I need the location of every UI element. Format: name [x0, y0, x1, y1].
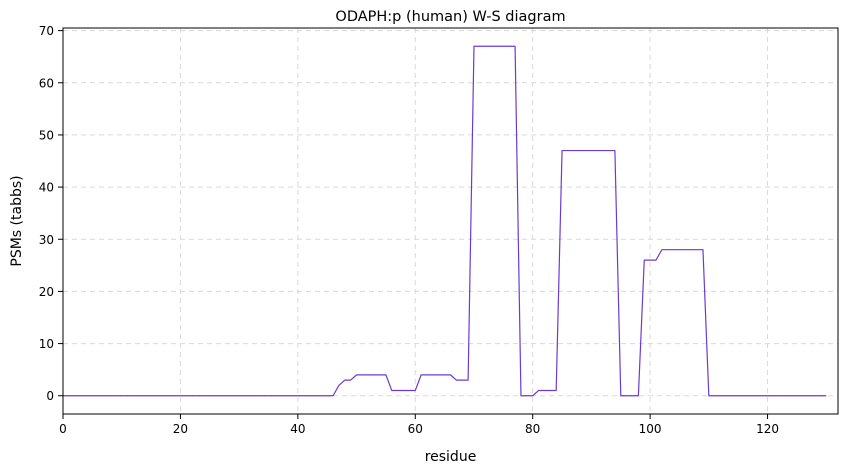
y-axis-ticks: 0 10 20 30 40 50 60 70 — [39, 24, 63, 403]
plot-frame — [62, 27, 839, 415]
x-axis-label: residue — [425, 449, 477, 465]
y-tick-label: 60 — [39, 76, 54, 90]
y-tick-label: 70 — [39, 24, 54, 38]
series-line — [63, 45, 827, 397]
y-tick-label: 40 — [39, 181, 54, 195]
grid-lines — [62, 28, 838, 414]
x-axis-ticks: 0 20 40 60 80 100 120 — [59, 414, 779, 436]
x-tick-label: 0 — [59, 422, 67, 436]
x-tick-label: 20 — [173, 422, 188, 436]
x-tick-label: 60 — [408, 422, 423, 436]
x-tick-label: 120 — [756, 422, 779, 436]
series-layer — [63, 45, 827, 397]
x-tick-label: 100 — [639, 422, 662, 436]
y-tick-label: 20 — [39, 285, 54, 299]
y-tick-label: 50 — [39, 128, 54, 142]
y-tick-label: 30 — [39, 233, 54, 247]
y-axis-label: PSMs (tabbs) — [9, 175, 25, 266]
x-tick-label: 40 — [290, 422, 305, 436]
chart-title: ODAPH:p (human) W-S diagram — [335, 9, 565, 25]
y-tick-label: 0 — [46, 389, 54, 403]
y-tick-label: 10 — [39, 337, 54, 351]
x-tick-label: 80 — [525, 422, 540, 436]
